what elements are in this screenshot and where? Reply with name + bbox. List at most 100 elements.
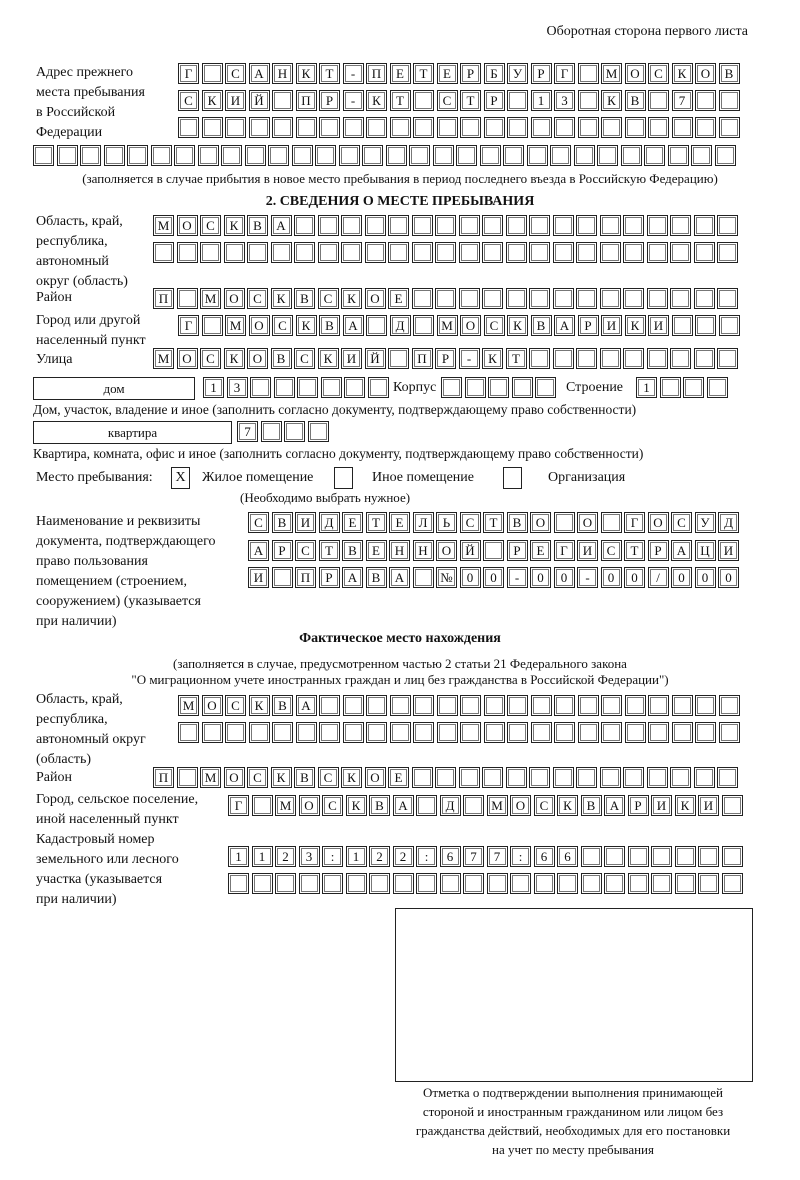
char-cell[interactable]: 7 xyxy=(486,846,508,867)
char-cell[interactable] xyxy=(624,722,646,743)
stroenie-row[interactable]: 1 xyxy=(636,377,730,399)
char-cell[interactable] xyxy=(486,873,508,894)
char-cell[interactable]: Р xyxy=(647,540,669,561)
char-cell[interactable] xyxy=(244,145,266,166)
char-cell[interactable]: К xyxy=(295,315,317,336)
char-cell[interactable]: - xyxy=(342,90,364,111)
char-cell[interactable]: Г xyxy=(554,63,575,84)
char-cell[interactable] xyxy=(275,873,296,894)
char-cell[interactable] xyxy=(482,242,503,263)
char-cell[interactable] xyxy=(576,767,597,788)
char-cell[interactable]: Ь xyxy=(436,512,457,533)
char-cell[interactable]: И xyxy=(577,540,598,561)
char-cell[interactable] xyxy=(345,873,367,894)
char-cell[interactable] xyxy=(297,377,318,398)
char-cell[interactable] xyxy=(388,215,409,236)
char-cell[interactable]: Б xyxy=(483,63,505,84)
char-cell[interactable]: А xyxy=(604,795,625,816)
char-cell[interactable]: К xyxy=(317,348,339,369)
char-cell[interactable] xyxy=(413,695,434,716)
char-cell[interactable]: Т xyxy=(365,512,387,533)
char-cell[interactable]: 0 xyxy=(459,567,481,588)
char-cell[interactable]: С xyxy=(436,90,458,111)
char-cell[interactable] xyxy=(201,63,223,84)
char-cell[interactable]: 0 xyxy=(553,567,575,588)
char-cell[interactable] xyxy=(577,90,599,111)
char-cell[interactable]: С xyxy=(248,512,269,533)
char-cell[interactable] xyxy=(178,117,199,138)
char-cell[interactable]: И xyxy=(225,90,246,111)
char-cell[interactable] xyxy=(411,242,433,263)
char-cell[interactable]: О xyxy=(176,215,198,236)
char-cell[interactable]: Т xyxy=(505,348,527,369)
char-cell[interactable]: О xyxy=(201,695,223,716)
char-cell[interactable]: В xyxy=(369,795,390,816)
char-cell[interactable] xyxy=(458,767,480,788)
char-cell[interactable]: К xyxy=(223,215,245,236)
char-cell[interactable] xyxy=(670,242,691,263)
char-cell[interactable]: 0 xyxy=(694,567,716,588)
char-cell[interactable]: У xyxy=(694,512,716,533)
char-cell[interactable] xyxy=(670,348,691,369)
char-cell[interactable] xyxy=(344,377,365,398)
char-cell[interactable]: О xyxy=(364,288,386,309)
char-cell[interactable] xyxy=(505,767,527,788)
char-cell[interactable]: И xyxy=(601,315,622,336)
char-cell[interactable]: В xyxy=(319,315,340,336)
char-cell[interactable] xyxy=(458,242,480,263)
char-cell[interactable] xyxy=(260,421,282,442)
char-cell[interactable] xyxy=(153,242,174,263)
char-cell[interactable]: В xyxy=(624,90,646,111)
char-cell[interactable]: : xyxy=(416,846,437,867)
char-cell[interactable]: В xyxy=(580,795,602,816)
char-cell[interactable] xyxy=(530,695,552,716)
char-cell[interactable] xyxy=(670,288,691,309)
char-cell[interactable] xyxy=(553,512,575,533)
char-cell[interactable] xyxy=(362,145,383,166)
char-cell[interactable]: К xyxy=(674,795,696,816)
char-cell[interactable]: 1 xyxy=(530,90,552,111)
char-cell[interactable] xyxy=(503,145,524,166)
char-cell[interactable]: И xyxy=(341,348,362,369)
char-cell[interactable]: Г xyxy=(624,512,645,533)
char-cell[interactable]: 0 xyxy=(624,567,645,588)
char-cell[interactable]: Н xyxy=(272,63,293,84)
char-cell[interactable] xyxy=(479,145,501,166)
char-cell[interactable] xyxy=(623,288,644,309)
char-cell[interactable]: С xyxy=(648,63,669,84)
char-cell[interactable]: В xyxy=(272,695,293,716)
char-cell[interactable] xyxy=(623,767,644,788)
char-cell[interactable] xyxy=(389,722,411,743)
char-cell[interactable]: Т xyxy=(318,540,340,561)
char-cell[interactable]: Т xyxy=(319,63,340,84)
char-cell[interactable]: С xyxy=(317,288,339,309)
char-cell[interactable] xyxy=(580,846,602,867)
flat-type-field[interactable]: квартира xyxy=(33,421,232,444)
char-cell[interactable]: 7 xyxy=(671,90,693,111)
char-cell[interactable] xyxy=(483,540,504,561)
char-cell[interactable] xyxy=(695,90,716,111)
char-cell[interactable] xyxy=(604,846,625,867)
char-cell[interactable]: М xyxy=(275,795,296,816)
char-cell[interactable] xyxy=(557,873,578,894)
char-cell[interactable]: В xyxy=(506,512,528,533)
char-cell[interactable] xyxy=(623,348,644,369)
cadastre-row-2[interactable] xyxy=(228,873,745,895)
char-cell[interactable] xyxy=(721,795,743,816)
char-cell[interactable] xyxy=(510,873,531,894)
char-cell[interactable] xyxy=(529,767,550,788)
char-cell[interactable] xyxy=(460,722,481,743)
char-cell[interactable]: М xyxy=(153,215,174,236)
char-cell[interactable]: О xyxy=(223,767,245,788)
char-cell[interactable] xyxy=(576,288,597,309)
checkbox-residential[interactable]: X xyxy=(171,467,190,489)
char-cell[interactable] xyxy=(698,873,719,894)
char-cell[interactable]: Т xyxy=(413,63,434,84)
char-cell[interactable]: В xyxy=(270,348,292,369)
char-cell[interactable]: А xyxy=(392,795,414,816)
char-cell[interactable]: / xyxy=(647,567,669,588)
char-cell[interactable]: С xyxy=(247,767,268,788)
char-cell[interactable]: 1 xyxy=(345,846,367,867)
